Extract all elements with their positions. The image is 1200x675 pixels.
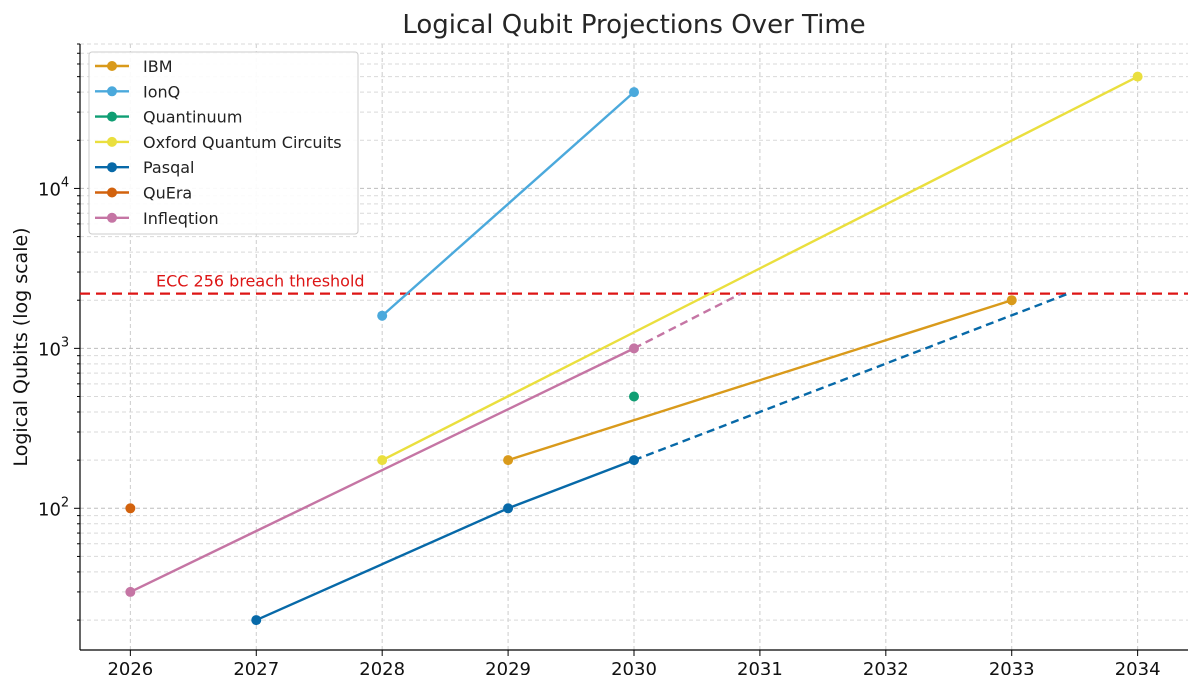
- series-line-oxford-quantum-circuits: [381, 75, 1139, 462]
- legend-label: IBM: [143, 57, 173, 76]
- legend-label: Quantinuum: [143, 108, 242, 127]
- x-tick-label: 2032: [863, 659, 909, 675]
- x-tick-label: 2034: [1115, 659, 1161, 675]
- legend-marker: [107, 212, 117, 223]
- x-tick-label: 2026: [107, 659, 153, 675]
- series-group: [125, 503, 136, 514]
- y-tick-label: 103: [38, 335, 69, 360]
- legend: IBM IonQ Quantinuum Oxford Quantum Circuits…: [88, 51, 359, 235]
- legend-label: Infleqtion: [143, 209, 219, 228]
- series-group: [251, 292, 1069, 626]
- data-point-quantinuum: [629, 391, 639, 402]
- data-point-infleqtion: [125, 586, 136, 597]
- legend-label: Oxford Quantum Circuits: [143, 133, 342, 152]
- chart-title: Logical Qubit Projections Over Time: [402, 10, 865, 40]
- legend-item: IonQ: [95, 82, 180, 101]
- legend-item: IBM: [95, 57, 173, 76]
- legend-item: Pasqal: [95, 158, 194, 177]
- y-tick-label: 104: [38, 175, 69, 200]
- data-point-pasqal: [629, 455, 639, 466]
- legend-item: QuEra: [95, 184, 192, 203]
- series-line-ionq: [381, 91, 635, 317]
- threshold-label: ECC 256 breach threshold: [156, 272, 365, 291]
- data-point-quera: [125, 503, 136, 514]
- series-group: [377, 71, 1143, 466]
- legend-item: Quantinuum: [95, 108, 242, 127]
- series-projection-infleqtion: [633, 292, 742, 350]
- series-group: [629, 391, 639, 402]
- x-tick-label: 2033: [989, 659, 1035, 675]
- series-line-ibm: [507, 299, 1013, 462]
- x-tick-label: 2027: [233, 659, 279, 675]
- data-point-ibm: [1006, 295, 1017, 306]
- data-point-oxford-quantum-circuits: [377, 455, 388, 466]
- legend-label: IonQ: [143, 82, 180, 101]
- y-axis-ticks: 102 103 104: [38, 43, 80, 621]
- data-point-pasqal: [503, 503, 514, 514]
- x-tick-label: 2029: [485, 659, 531, 675]
- legend-label: Pasqal: [143, 158, 194, 177]
- legend-item: Infleqtion: [95, 209, 219, 228]
- data-point-ionq: [377, 310, 388, 321]
- x-tick-label: 2030: [611, 659, 657, 675]
- legend-marker: [107, 111, 117, 122]
- series-line-infleqtion: [129, 347, 635, 593]
- y-tick-label: 102: [38, 495, 69, 520]
- legend-marker: [107, 187, 117, 198]
- legend-box: [88, 51, 359, 235]
- x-tick-label: 2028: [359, 659, 405, 675]
- series-group: [503, 295, 1017, 466]
- x-tick-label: 2031: [737, 659, 783, 675]
- series-group: [125, 292, 742, 597]
- legend-marker: [107, 136, 117, 147]
- data-point-pasqal: [251, 615, 262, 626]
- legend-marker: [107, 162, 117, 173]
- y-axis-label: Logical Qubits (log scale): [10, 227, 32, 466]
- legend-marker: [107, 86, 117, 97]
- legend-label: QuEra: [143, 184, 192, 203]
- series-projection-pasqal: [633, 292, 1069, 462]
- series-line-pasqal: [255, 459, 635, 622]
- series-group: [377, 87, 639, 321]
- data-point-ibm: [503, 455, 514, 466]
- data-point-oxford-quantum-circuits: [1132, 71, 1143, 82]
- legend-item: Oxford Quantum Circuits: [95, 133, 342, 152]
- x-axis-ticks: 2026 2027 2028 2029 2030 2031 2032 2033 2034: [107, 650, 1161, 675]
- legend-marker: [107, 61, 117, 71]
- data-point-ionq: [629, 87, 639, 98]
- data-point-infleqtion: [629, 343, 639, 354]
